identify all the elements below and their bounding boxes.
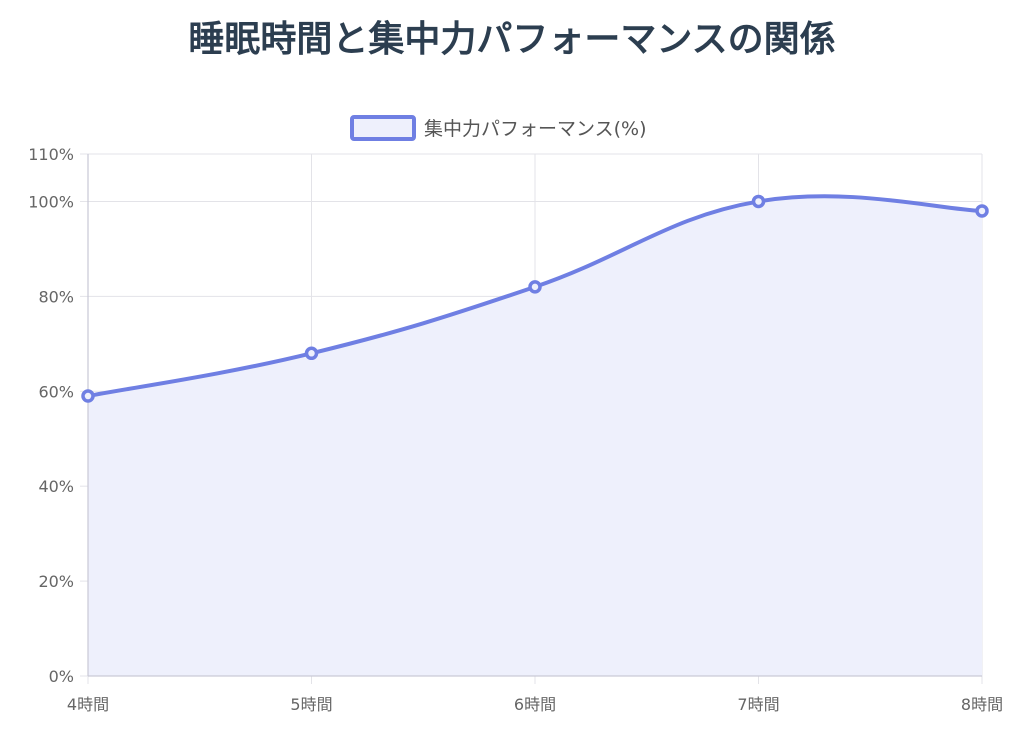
- y-tick-label: 60%: [38, 382, 74, 401]
- legend-swatch: [350, 115, 416, 141]
- x-tick-label: 5時間: [290, 695, 332, 714]
- y-tick-label: 110%: [28, 145, 74, 164]
- legend-label: 集中力パフォーマンス(%): [424, 118, 647, 140]
- y-tick-label: 0%: [49, 667, 74, 686]
- data-point[interactable]: [81, 389, 95, 403]
- area-layer: [88, 196, 982, 677]
- series-area: [88, 196, 982, 677]
- x-tick-labels: 4時間 5時間 6時間 7時間 8時間: [67, 695, 1003, 714]
- data-point[interactable]: [751, 194, 766, 209]
- y-tick-labels: 0% 20% 40% 60% 80% 100% 110%: [28, 145, 74, 686]
- y-tick-label: 20%: [38, 572, 74, 591]
- y-tick-label: 100%: [28, 192, 74, 211]
- data-point[interactable]: [528, 280, 542, 294]
- x-tick-label: 6時間: [514, 695, 556, 714]
- legend[interactable]: 集中力パフォーマンス(%): [350, 115, 647, 141]
- y-tick-label: 40%: [38, 477, 74, 496]
- data-point[interactable]: [304, 346, 319, 361]
- axes: [87, 154, 982, 677]
- points-layer: [81, 194, 989, 403]
- x-tick-label: 7時間: [737, 695, 779, 714]
- x-tick-label: 8時間: [961, 695, 1003, 714]
- y-tick-label: 80%: [38, 287, 74, 306]
- x-tick-label: 4時間: [67, 695, 109, 714]
- chart-title: 睡眠時間と集中力パフォーマンスの関係: [188, 19, 836, 60]
- data-point[interactable]: [975, 204, 989, 218]
